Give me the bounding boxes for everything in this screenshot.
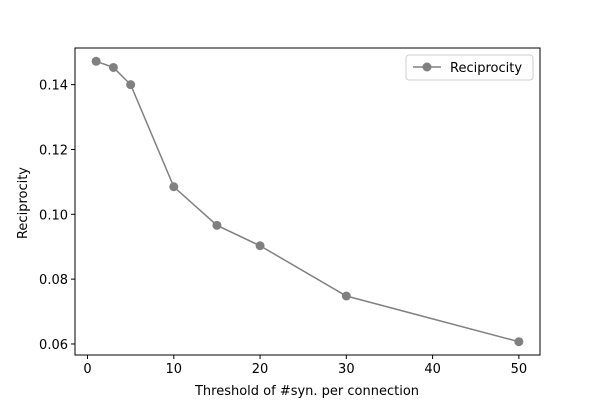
y-tick-label: 0.12 (39, 143, 68, 158)
legend: Reciprocity (405, 54, 534, 81)
plot-area-frame (74, 47, 541, 356)
x-tick-label: 0 (83, 362, 91, 377)
x-tick-label: 40 (424, 362, 441, 377)
data-point (514, 337, 524, 347)
y-tick-label: 0.06 (39, 338, 68, 353)
legend-label: Reciprocity (450, 61, 522, 76)
x-axis-label: Threshold of #syn. per connection (194, 384, 419, 399)
y-tick-label: 0.14 (39, 79, 68, 94)
y-axis-label: Reciprocity (16, 167, 31, 239)
legend-marker-swatch (422, 62, 432, 72)
legend-box (405, 54, 534, 81)
y-tick-label: 0.08 (39, 273, 68, 288)
x-tick-label: 50 (511, 362, 528, 377)
data-point (255, 241, 265, 251)
data-point (169, 182, 179, 192)
x-tick-label: 20 (252, 362, 269, 377)
data-point (108, 62, 118, 72)
data-point (341, 291, 351, 301)
data-point (91, 56, 101, 66)
y-tick-label: 0.10 (39, 208, 68, 223)
data-point (126, 80, 136, 90)
y-axis-ticks: 0.06 0.08 0.10 0.12 0.14 (39, 79, 75, 353)
data-point (212, 220, 222, 230)
x-tick-label: 30 (338, 362, 355, 377)
x-tick-label: 10 (166, 362, 183, 377)
x-axis-ticks: 0 10 20 30 40 50 (83, 355, 527, 377)
series-layer (91, 56, 524, 347)
